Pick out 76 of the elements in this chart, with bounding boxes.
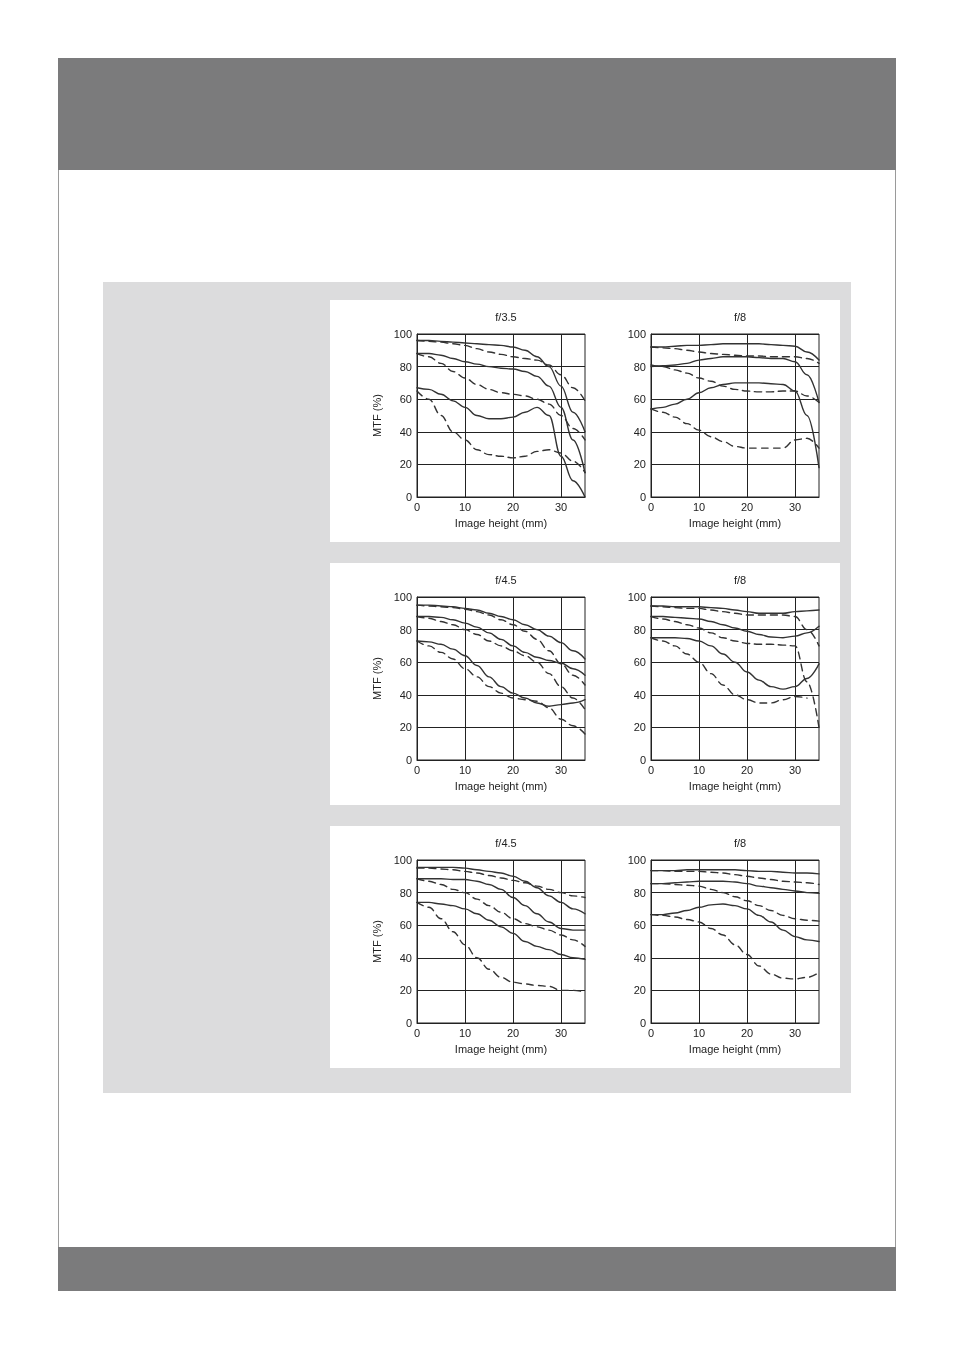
y-tick-label: 20 [633,984,646,997]
y-tick-label: 20 [399,721,412,734]
x-tick-label: 20 [740,500,754,513]
x-tick-label: 10 [692,500,706,513]
y-tick-label: 60 [633,393,646,406]
x-tick-label: 20 [506,500,520,513]
chart-title: f/8 [733,310,747,323]
chart-title: f/8 [733,573,747,586]
chart-title: f/8 [733,836,747,849]
x-axis-title: Image height (mm) [688,1042,782,1055]
x-tick-label: 0 [413,1026,421,1039]
y-axis-title: MTF (%) [371,394,384,437]
y-tick-label: 0 [405,1017,412,1029]
x-tick-label: 0 [647,763,655,776]
y-tick-label: 20 [399,984,412,997]
x-tick-label: 30 [788,500,802,513]
x-tick-label: 20 [740,1026,754,1039]
y-axis-title: MTF (%) [371,657,384,700]
x-tick-label: 20 [506,763,520,776]
x-tick-label: 10 [692,763,706,776]
y-tick-label: 80 [399,886,412,899]
x-tick-label: 30 [554,1026,568,1039]
x-tick-label: 0 [413,763,421,776]
x-axis-title: Image height (mm) [688,779,782,792]
y-tick-label: 0 [405,491,412,503]
x-tick-label: 30 [788,1026,802,1039]
x-tick-label: 20 [740,763,754,776]
x-axis-title: Image height (mm) [454,516,548,529]
y-tick-label: 20 [399,458,412,471]
y-tick-label: 0 [405,754,412,766]
y-tick-label: 100 [393,328,412,340]
y-tick-label: 20 [633,458,646,471]
x-tick-label: 30 [554,500,568,513]
y-tick-label: 80 [633,623,646,636]
y-tick-label: 60 [633,656,646,669]
y-tick-label: 100 [393,854,412,866]
y-tick-label: 100 [393,591,412,603]
y-tick-label: 20 [633,721,646,734]
x-tick-label: 0 [647,1026,655,1039]
y-tick-label: 40 [633,951,646,964]
y-tick-label: 40 [633,425,646,438]
x-tick-label: 10 [458,1026,472,1039]
x-tick-label: 20 [506,1026,520,1039]
y-tick-label: 100 [627,591,646,603]
y-tick-label: 100 [627,328,646,340]
y-tick-label: 80 [633,360,646,373]
x-tick-label: 0 [647,500,655,513]
chart-title: f/4.5 [495,573,517,586]
chart-title: f/3.5 [495,310,517,323]
y-axis-title: MTF (%) [371,920,384,963]
y-tick-label: 80 [399,360,412,373]
y-tick-label: 80 [399,623,412,636]
y-tick-label: 0 [639,754,646,766]
y-tick-label: 80 [633,886,646,899]
y-tick-label: 60 [633,919,646,932]
line-series [416,387,586,498]
x-tick-label: 30 [788,763,802,776]
x-tick-label: 10 [692,1026,706,1039]
y-tick-label: 40 [399,425,412,438]
y-tick-label: 40 [399,951,412,964]
y-tick-label: 100 [627,854,646,866]
y-tick-label: 0 [639,1017,646,1029]
x-tick-label: 0 [413,500,421,513]
chart-title: f/4.5 [495,836,517,849]
y-tick-label: 40 [399,688,412,701]
x-tick-label: 10 [458,500,472,513]
y-tick-label: 0 [639,491,646,503]
x-axis-title: Image height (mm) [688,516,782,529]
y-tick-label: 60 [399,919,412,932]
y-tick-label: 60 [399,656,412,669]
y-tick-label: 40 [633,688,646,701]
y-tick-label: 60 [399,393,412,406]
x-axis-title: Image height (mm) [454,1042,548,1055]
x-tick-label: 10 [458,763,472,776]
x-axis-title: Image height (mm) [454,779,548,792]
x-tick-label: 30 [554,763,568,776]
